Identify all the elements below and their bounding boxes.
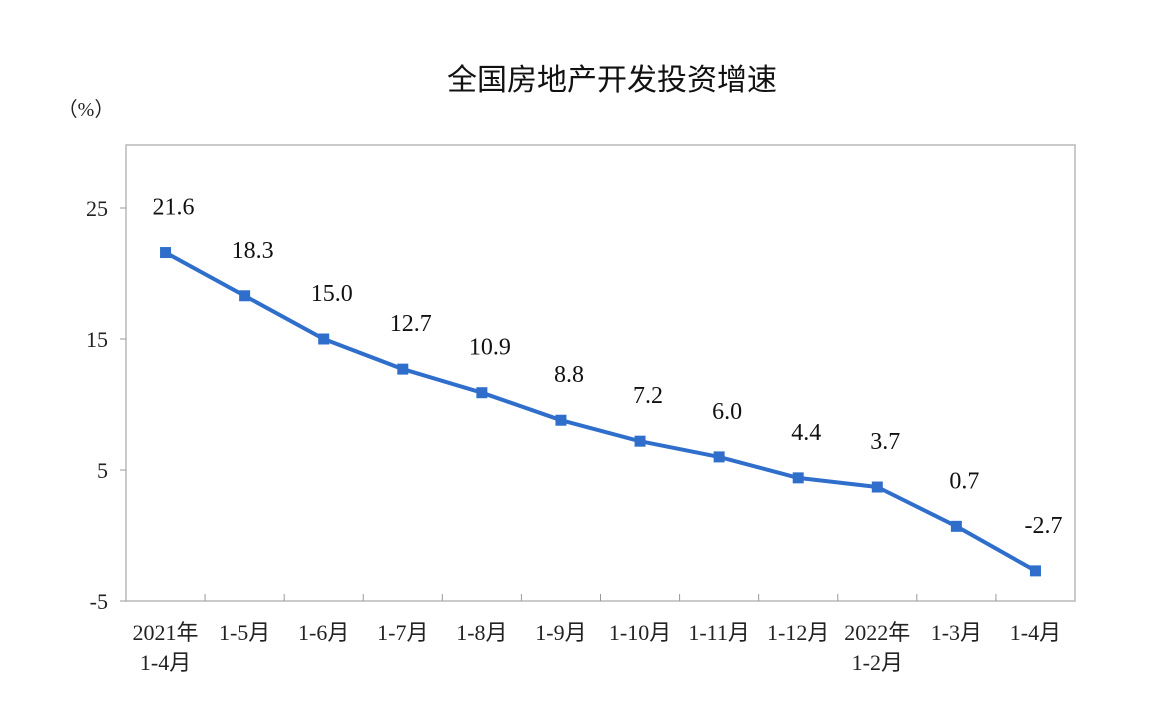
data-label: 18.3	[232, 238, 274, 264]
data-point-marker	[871, 481, 883, 493]
data-point-marker	[634, 435, 646, 447]
x-tick-label: 2022年	[844, 620, 910, 645]
data-label: 3.7	[870, 429, 900, 455]
x-tick-label: 1-8月	[456, 620, 507, 645]
data-label: 21.6	[153, 195, 195, 221]
x-tick-label: 1-4月	[1010, 620, 1061, 645]
data-label: 10.9	[469, 335, 511, 361]
data-label: -2.7	[1024, 513, 1062, 539]
x-tick-label: 1-12月	[767, 620, 829, 645]
y-tick-label: -5	[90, 589, 108, 614]
x-tick-label-line2: 1-2月	[852, 650, 903, 675]
y-axis: -5 5 15 25	[86, 196, 126, 614]
data-label: 7.2	[633, 383, 663, 409]
x-tick-label: 2021年	[133, 620, 199, 645]
y-tick-label: 25	[86, 196, 108, 221]
data-point-marker	[476, 387, 488, 399]
y-tick-label: 5	[97, 458, 108, 483]
x-tick-label: 1-11月	[688, 620, 750, 645]
y-tick-label: 15	[86, 327, 108, 352]
y-axis-unit: （%）	[58, 98, 115, 121]
data-point-marker	[555, 414, 567, 426]
chart-title: 全国房地产开发投资增速	[447, 63, 777, 98]
data-point-marker	[318, 333, 330, 345]
x-tick-label: 1-3月	[931, 620, 982, 645]
x-axis: 2021年 1-4月 1-5月 1-6月 1-7月 1-8月 1-9月 1-10月 1-11月 1…	[133, 594, 1061, 675]
data-label: 15.0	[311, 281, 353, 307]
plot-area-frame	[125, 144, 1076, 602]
series-line-group	[160, 247, 1041, 577]
data-point-marker	[1029, 565, 1041, 577]
data-label: 12.7	[390, 311, 432, 337]
x-tick-label: 1-7月	[377, 620, 428, 645]
x-tick-label: 1-9月	[535, 620, 586, 645]
data-point-marker	[713, 451, 725, 463]
data-label: 6.0	[712, 399, 742, 425]
data-point-marker	[792, 472, 804, 484]
data-point-marker	[239, 290, 251, 302]
data-point-marker	[950, 520, 962, 532]
data-point-marker	[160, 247, 172, 259]
data-point-marker	[397, 363, 409, 375]
x-tick-label-line2: 1-4月	[140, 650, 191, 675]
x-tick-label: 1-6月	[298, 620, 349, 645]
data-label: 0.7	[949, 468, 979, 494]
data-label-group: 21.6 18.3 15.0 12.7 10.9 8.8 7.2 6.0 4.4 3.7 0.7 -2…	[153, 195, 1063, 539]
data-label: 4.4	[791, 420, 821, 446]
x-tick-label: 1-10月	[609, 620, 671, 645]
x-tick-label: 1-5月	[219, 620, 270, 645]
data-label: 8.8	[554, 362, 584, 388]
series-line	[164, 250, 1037, 573]
